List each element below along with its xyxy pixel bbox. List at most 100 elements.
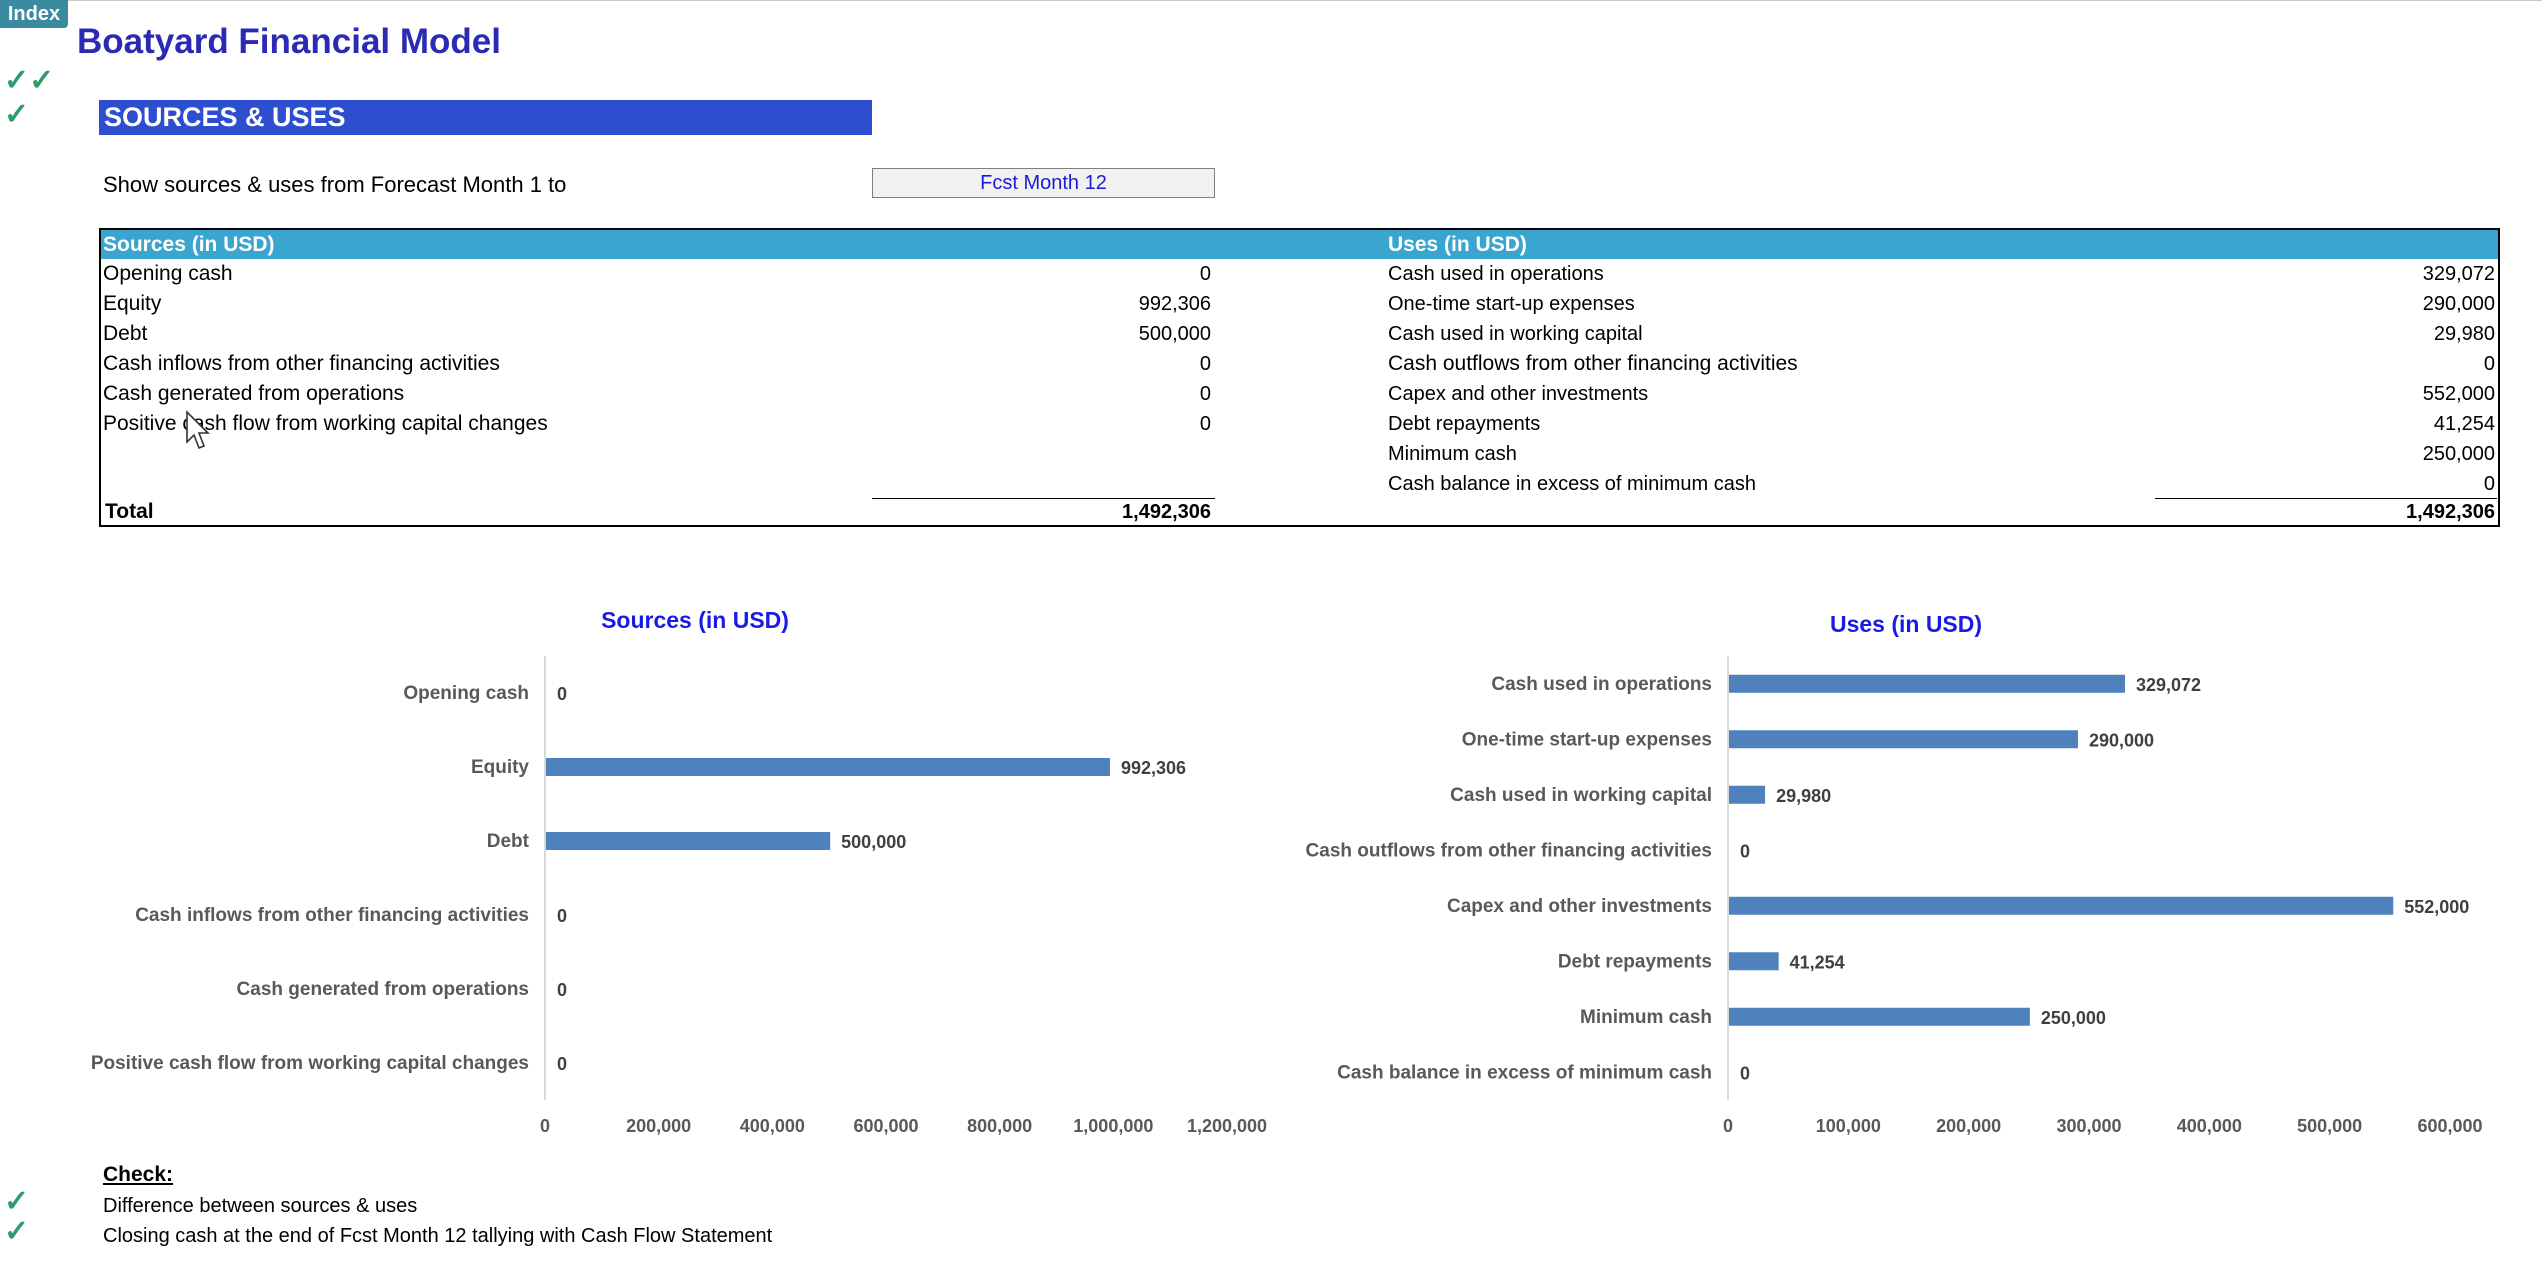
page-title: Boatyard Financial Model (77, 22, 501, 61)
chart-category-label: Cash outflows from other financing activ… (1306, 840, 1712, 861)
top-border (0, 0, 2542, 1)
source-row-value: 0 (1199, 353, 1211, 375)
source-row-value: 0 (1199, 263, 1211, 285)
chart-data-label: 992,306 (1121, 758, 1186, 778)
chart-tick-label: 600,000 (853, 1116, 918, 1136)
check-title: Check: (103, 1163, 174, 1186)
sources-total-value: 1,492,306 (1122, 501, 1211, 523)
check-mark-icon: ✓ (4, 98, 30, 131)
period-label: Show sources & uses from Forecast Month … (103, 172, 567, 197)
sum-line (872, 498, 1215, 499)
chart-tick-label: 800,000 (967, 1116, 1032, 1136)
uses-chart-title: Uses (in USD) (1829, 611, 1983, 637)
chart-data-label: 290,000 (2089, 730, 2154, 750)
check-mark-icon: ✓✓ (4, 64, 55, 97)
chart-data-label: 0 (557, 684, 567, 704)
chart-category-label: Opening cash (403, 683, 529, 704)
chart-category-label: Capex and other investments (1447, 896, 1712, 917)
use-row-label: Cash outflows from other financing activ… (1388, 352, 1798, 375)
chart-category-label: One-time start-up expenses (1462, 729, 1712, 750)
chart-data-label: 250,000 (2041, 1008, 2106, 1028)
use-row-value: 290,000 (2422, 293, 2495, 315)
use-row-value: 552,000 (2422, 383, 2495, 405)
check-mark-icon: ✓ (4, 1185, 30, 1218)
chart-bar (1729, 674, 2125, 693)
chart-tick-label: 1,000,000 (1073, 1116, 1153, 1136)
use-row-value: 0 (2483, 473, 2495, 495)
chart-data-label: 29,980 (1776, 786, 1831, 806)
source-row-value: 0 (1199, 383, 1211, 405)
chart-tick-label: 400,000 (2177, 1116, 2242, 1136)
chart-bar (1729, 730, 2078, 749)
mouse-pointer-icon (186, 410, 210, 450)
chart-tick-label: 1,200,000 (1187, 1116, 1267, 1136)
uses-total-value: 1,492,306 (2406, 501, 2495, 523)
sources-uses-table: Sources (in USD) Uses (in USD) Opening c… (99, 228, 2500, 527)
chart-data-label: 0 (557, 906, 567, 926)
source-row-value: 992,306 (1138, 293, 1211, 315)
sources-chart-title: Sources (in USD) (601, 607, 789, 633)
chart-bar (1729, 952, 1779, 971)
use-row-label: Debt repayments (1388, 413, 1541, 435)
total-label: Total (105, 500, 154, 523)
check-mark-icon: ✓ (4, 1215, 30, 1248)
check-item: Difference between sources & uses (103, 1195, 418, 1217)
sources-bar-chart: Opening cash 0 Equity 992,306 Debt 500,000 Cas… (91, 656, 1267, 1136)
uses-header: Uses (in USD) (1388, 233, 1527, 256)
table-header-row (101, 230, 2498, 259)
use-row-value: 29,980 (2433, 323, 2495, 345)
chart-tick-label: 500,000 (2297, 1116, 2362, 1136)
chart-data-label: 0 (1740, 1063, 1750, 1083)
chart-category-label: Minimum cash (1580, 1007, 1712, 1028)
sum-line (2155, 498, 2497, 499)
chart-data-label: 329,072 (2136, 675, 2201, 695)
source-row-value: 0 (1199, 413, 1211, 435)
chart-tick-label: 0 (1723, 1116, 1733, 1136)
use-row-value: 329,072 (2422, 263, 2495, 285)
chart-category-label: Debt (487, 831, 530, 852)
chart-tick-label: 0 (540, 1116, 550, 1136)
chart-category-label: Positive cash flow from working capital … (91, 1053, 529, 1074)
chart-data-label: 0 (557, 1054, 567, 1074)
index-button[interactable]: Index (0, 0, 68, 28)
chart-category-label: Cash generated from operations (237, 979, 529, 1000)
check-item: Closing cash at the end of Fcst Month 12… (103, 1225, 773, 1247)
chart-bar (546, 832, 831, 850)
use-row-label: One-time start-up expenses (1388, 293, 1635, 315)
chart-tick-label: 600,000 (2417, 1116, 2482, 1136)
chart-tick-label: 300,000 (2056, 1116, 2121, 1136)
chart-category-label: Cash used in operations (1491, 674, 1712, 695)
chart-data-label: 500,000 (841, 832, 906, 852)
chart-category-label: Equity (471, 757, 529, 778)
chart-category-label: Debt repayments (1558, 951, 1712, 972)
section-header: SOURCES & USES (99, 100, 872, 135)
chart-category-label: Cash used in working capital (1450, 785, 1712, 806)
use-row-value: 41,254 (2433, 413, 2495, 435)
use-row-label: Capex and other investments (1388, 383, 1649, 405)
sources-header: Sources (in USD) (103, 233, 275, 256)
chart-category-label: Cash balance in excess of minimum cash (1337, 1062, 1712, 1083)
chart-data-label: 41,254 (1790, 952, 1845, 972)
source-row-value: 500,000 (1138, 323, 1211, 345)
chart-category-label: Cash inflows from other financing activi… (135, 905, 529, 926)
source-row-label: Equity (103, 292, 162, 315)
chart-bar (546, 758, 1110, 776)
use-row-label: Cash used in working capital (1388, 323, 1643, 345)
source-row-label: Cash generated from operations (103, 382, 405, 405)
source-row-label: Positive cash flow from working capital … (103, 412, 548, 435)
chart-data-label: 0 (1740, 841, 1750, 861)
chart-tick-label: 200,000 (626, 1116, 691, 1136)
chart-data-label: 0 (557, 980, 567, 1000)
use-row-label: Cash used in operations (1388, 263, 1604, 285)
chart-tick-label: 100,000 (1816, 1116, 1881, 1136)
chart-bar (1729, 1007, 2030, 1026)
source-row-label: Cash inflows from other financing activi… (103, 352, 500, 375)
uses-bar-chart: Cash used in operations 329,072 One-time s… (1306, 656, 2483, 1136)
chart-tick-label: 400,000 (740, 1116, 805, 1136)
use-row-label: Cash balance in excess of minimum cash (1388, 473, 1756, 495)
chart-tick-label: 200,000 (1936, 1116, 2001, 1136)
period-dropdown[interactable]: Fcst Month 12 (872, 168, 1215, 198)
use-row-value: 250,000 (2422, 443, 2495, 465)
chart-data-label: 552,000 (2404, 897, 2469, 917)
use-row-label: Minimum cash (1388, 443, 1517, 465)
